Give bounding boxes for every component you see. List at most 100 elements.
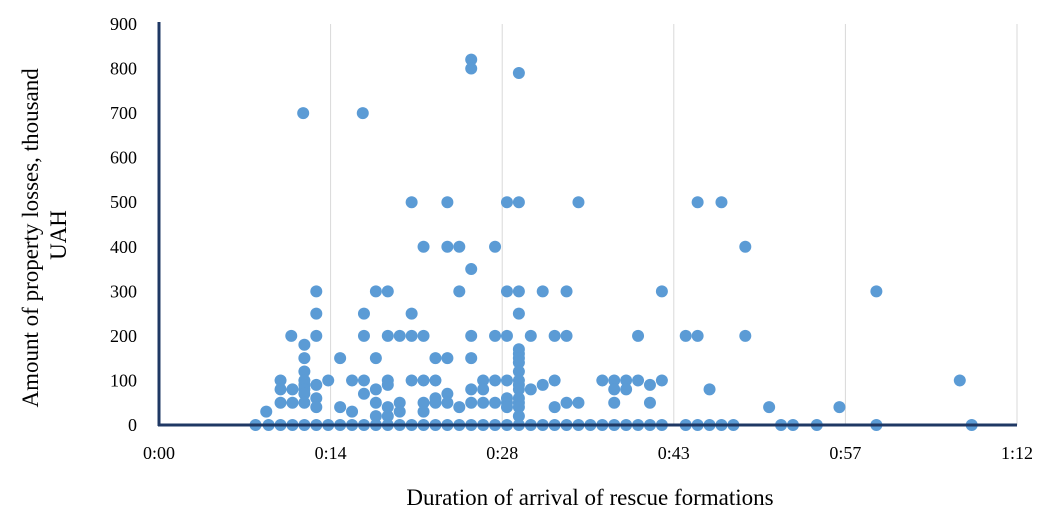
y-tick-label: 900	[110, 14, 137, 34]
data-point	[572, 196, 585, 209]
data-point	[405, 329, 418, 342]
data-point	[381, 401, 394, 414]
data-point	[310, 329, 323, 342]
data-point	[512, 356, 525, 369]
data-point	[310, 401, 323, 414]
y-tick-label: 400	[110, 237, 137, 257]
data-point	[465, 329, 478, 342]
data-point	[357, 374, 370, 387]
data-point	[357, 307, 370, 320]
y-axis-title: Amount of property losses, thousand UAH	[18, 63, 71, 408]
data-point	[953, 374, 966, 387]
data-point	[512, 401, 525, 414]
data-point	[417, 329, 430, 342]
data-point	[381, 329, 394, 342]
data-point	[608, 396, 621, 409]
data-point	[739, 240, 752, 253]
data-point	[465, 352, 478, 365]
y-tick-label: 600	[110, 148, 137, 168]
data-point	[334, 401, 347, 414]
data-point	[560, 329, 573, 342]
data-point	[703, 383, 716, 396]
data-point	[298, 396, 311, 409]
data-point	[608, 383, 621, 396]
data-point	[453, 240, 466, 253]
y-axis-title-line-1: Amount of property losses, thousand	[18, 68, 43, 408]
data-point	[548, 329, 561, 342]
data-point	[632, 329, 645, 342]
data-point	[548, 401, 561, 414]
data-point	[596, 374, 609, 387]
data-point	[285, 329, 298, 342]
data-point	[310, 285, 323, 298]
data-point	[298, 365, 311, 378]
data-point	[274, 374, 287, 387]
axes	[157, 22, 1017, 427]
data-point	[489, 329, 502, 342]
data-point	[500, 329, 513, 342]
data-point	[322, 374, 335, 387]
data-point	[405, 307, 418, 320]
data-point	[655, 285, 668, 298]
data-point	[572, 396, 585, 409]
data-point	[500, 401, 513, 414]
data-point	[369, 410, 382, 423]
data-point	[548, 374, 561, 387]
data-point	[465, 383, 478, 396]
y-tick-label: 100	[110, 370, 137, 390]
data-point	[620, 374, 633, 387]
data-point	[310, 392, 323, 405]
data-point	[429, 352, 442, 365]
data-point	[260, 405, 273, 418]
data-point	[369, 352, 382, 365]
data-point	[489, 396, 502, 409]
data-point	[632, 374, 645, 387]
y-tick-labels: 0 100 200 300 400 500 600 700 800 900	[110, 14, 137, 435]
data-point	[310, 378, 323, 391]
data-point	[274, 383, 287, 396]
data-point	[417, 405, 430, 418]
data-point	[715, 196, 728, 209]
data-point	[334, 352, 347, 365]
y-tick-label: 200	[110, 326, 137, 346]
data-point	[643, 378, 656, 391]
x-tick-label: 0:28	[486, 443, 518, 463]
data-point	[512, 365, 525, 378]
data-point	[763, 401, 776, 414]
vertical-gridlines	[330, 24, 1018, 425]
data-point	[298, 387, 311, 400]
data-point	[477, 374, 490, 387]
data-point	[298, 338, 311, 351]
data-point	[489, 240, 502, 253]
data-point	[356, 107, 369, 120]
y-tick-label: 700	[110, 103, 137, 123]
data-point	[393, 329, 406, 342]
y-axis-title-line-2: UAH	[46, 210, 71, 260]
data-point	[441, 387, 454, 400]
data-point	[346, 405, 359, 418]
data-point	[417, 240, 430, 253]
y-tick-label: 300	[110, 281, 137, 301]
data-point	[441, 196, 454, 209]
x-tick-label: 1:12	[1001, 443, 1033, 463]
data-point	[524, 329, 537, 342]
data-point	[608, 374, 621, 387]
data-point	[381, 410, 394, 423]
data-point	[679, 329, 692, 342]
data-point	[620, 383, 633, 396]
data-point	[465, 62, 478, 75]
x-tick-labels: 0:00 0:14 0:28 0:43 0:57 1:12	[143, 443, 1033, 463]
data-point	[357, 387, 370, 400]
data-point	[441, 240, 454, 253]
data-point	[441, 352, 454, 365]
data-point	[405, 196, 418, 209]
data-point	[655, 374, 668, 387]
x-tick-label: 0:57	[829, 443, 861, 463]
data-point	[346, 374, 359, 387]
data-point	[465, 263, 478, 276]
data-point	[357, 329, 370, 342]
data-point	[286, 383, 299, 396]
data-point	[274, 396, 287, 409]
data-point	[643, 396, 656, 409]
